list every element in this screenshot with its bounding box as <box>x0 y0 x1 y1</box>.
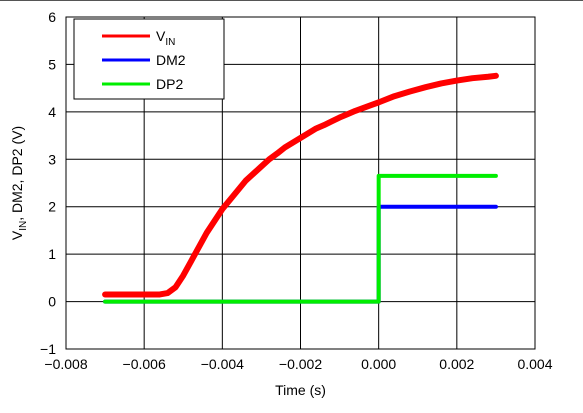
y-tick-label: 4 <box>48 104 56 120</box>
y-tick-label: 6 <box>48 9 56 25</box>
y-tick-label: 5 <box>48 56 56 72</box>
y-tick-label: −1 <box>40 341 56 357</box>
x-tick-label: 0.004 <box>517 356 552 372</box>
series-layer <box>102 72 499 304</box>
x-tick-label: 0.002 <box>439 356 474 372</box>
plot-frame <box>65 16 536 350</box>
x-tick-label: −0.008 <box>44 356 87 372</box>
x-tick-label: 0.000 <box>361 356 396 372</box>
x-axis-title: Time (s) <box>275 382 326 398</box>
legend-label-v: VIN <box>156 28 175 48</box>
x-tick-label: −0.006 <box>123 356 166 372</box>
y-tick-label: 1 <box>48 246 56 262</box>
x-tick-label: −0.002 <box>279 356 322 372</box>
y-axis-title-main: V <box>9 230 25 240</box>
series-line-v <box>102 72 499 298</box>
series-line-dp2 <box>103 173 498 304</box>
y-axis-title-sub: IN <box>18 221 29 231</box>
tick-labels: −0.008 −0.006 −0.004 −0.002 0.000 0.002 0.004 −… <box>40 9 553 372</box>
y-axis-title: VIN, DM2, DP2 (V) <box>9 126 29 240</box>
y-tick-label: 0 <box>48 294 56 310</box>
legend: VIN DM2 DP2 <box>73 18 225 100</box>
legend-label-dp2: DP2 <box>156 76 183 92</box>
x-tick-label: −0.004 <box>201 356 244 372</box>
y-tick-label: 3 <box>48 151 56 167</box>
y-axis-title-rest: , DM2, DP2 (V) <box>9 126 25 221</box>
y-tick-label: 2 <box>48 199 56 215</box>
legend-label-dm2: DM2 <box>156 52 186 68</box>
